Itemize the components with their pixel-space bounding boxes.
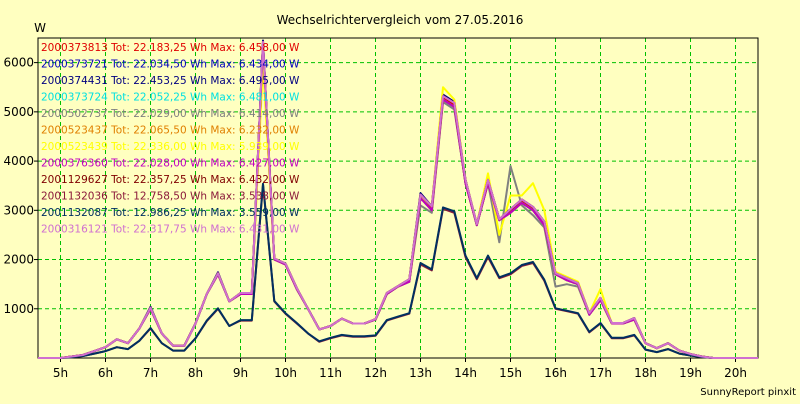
legend-entry-9: 2001129627 Tot: 22.357,25 Wh Max: 6.432,… [41,174,300,186]
x-tick-label: 16h [544,366,567,380]
series-lines [38,39,758,359]
x-tick-label: 18h [634,366,657,380]
legend-entry-10: 2001132036 Tot: 12.758,50 Wh Max: 3.538,… [41,191,300,203]
legend-entry-1: 2000373813 Tot: 22.183,25 Wh Max: 6.458,… [41,42,300,54]
footer-credit: SunnyReport pinxit [700,387,796,398]
series-line-12 [38,40,758,359]
legend-entry-11: 2001132087 Tot: 12.986,25 Wh Max: 3.559,… [41,207,300,219]
y-tick-label: 4000 [3,154,34,168]
y-tick-label: 6000 [3,56,34,70]
legend-entry-4: 2000373724 Tot: 22.052,25 Wh Max: 6.481,… [41,92,300,104]
legend-entry-5: 2000502737 Tot: 22.029,00 Wh Max: 6.414,… [41,108,300,120]
legend-entry-12: 2000316121 Tot: 22.317,75 Wh Max: 6.431,… [41,224,300,236]
x-tick-label: 11h [319,366,342,380]
x-tick-label: 6h [98,366,113,380]
x-tick-label: 8h [188,366,203,380]
legend-entry-6: 2000523437 Tot: 22.065,50 Wh Max: 6.232,… [41,125,300,137]
y-axis-label: W [34,21,46,35]
legend-entry-8: 2000376360 Tot: 22.028,00 Wh Max: 6.427,… [41,158,300,170]
x-tick-label: 9h [233,366,248,380]
x-tick-label: 5h [53,366,68,380]
plot-frame [37,37,759,359]
x-tick-label: 19h [679,366,702,380]
x-tick-label: 12h [364,366,387,380]
x-tick-label: 14h [454,366,477,380]
grid [38,38,758,358]
x-tick-label: 20h [724,366,747,380]
y-axis-ticks: 1000 2000 3000 4000 5000 6000 [3,56,38,316]
y-tick-label: 3000 [3,203,34,217]
x-tick-label: 10h [274,366,297,380]
legend-entry-3: 2000374431 Tot: 22.453,25 Wh Max: 6.495,… [41,75,300,87]
y-tick-label: 5000 [3,105,34,119]
y-tick-label: 2000 [3,253,34,267]
x-tick-label: 7h [143,366,158,380]
y-tick-label: 1000 [3,302,34,316]
legend-entry-2: 2000373721 Tot: 22.034,50 Wh Max: 6.434,… [41,59,300,71]
x-tick-label: 13h [409,366,432,380]
chart-title: Wechselrichtervergleich vom 27.05.2016 [277,13,524,27]
x-tick-label: 15h [499,366,522,380]
x-tick-label: 17h [589,366,612,380]
x-axis-ticks: 5h 6h 7h 8h 9h 10h 11h 12h 13h 14h 15h 16h 17h 18h 19h… [53,358,747,380]
series-line-11 [38,182,758,359]
legend-entry-7: 2000523439 Tot: 22.336,00 Wh Max: 5.939,… [41,141,300,153]
legend: 2000373813 Tot: 22.183,25 Wh Max: 6.458,… [41,42,300,236]
